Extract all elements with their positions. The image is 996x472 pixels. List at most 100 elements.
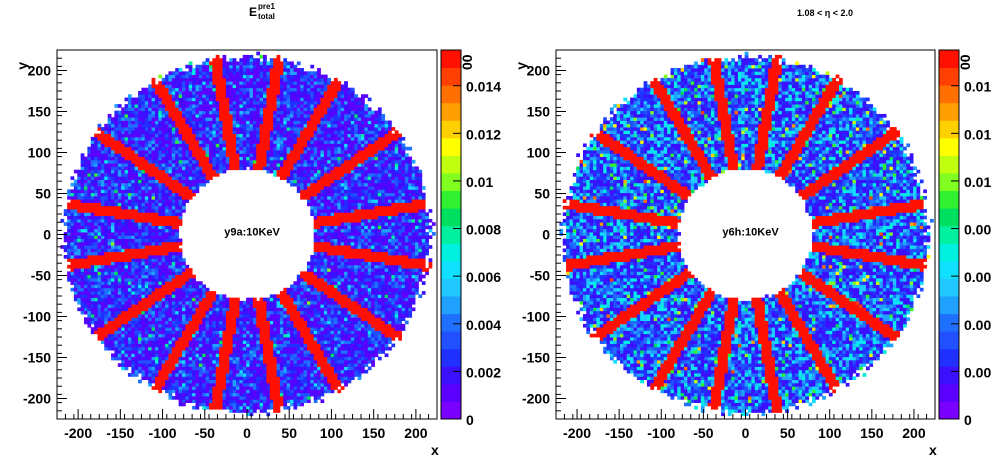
heatmap-cell [286,396,291,400]
heatmap-cell [121,209,125,213]
heatmap-cell [263,297,267,302]
heatmap-cell [80,264,85,269]
heatmap-cell [77,232,82,236]
heatmap-cell [239,97,244,102]
heatmap-cell [236,153,240,157]
heatmap-cell [239,379,244,384]
heatmap-cell [276,327,281,331]
heatmap-cell [209,159,213,164]
heatmap-cell [215,389,220,394]
heatmap-cell [165,140,169,144]
heatmap-cell [209,169,213,174]
heatmap-cell [225,317,230,321]
heatmap-cell [117,166,122,171]
heatmap-cell [198,359,203,364]
heatmap-cell [232,333,237,338]
heatmap-cell [165,382,169,387]
heatmap-cell [141,127,146,131]
heatmap-cell [141,363,146,367]
heatmap-cell [236,405,240,410]
heatmap-cell [209,156,213,161]
heatmap-cell [151,222,156,226]
heatmap-cell [229,346,234,351]
heatmap-cell [215,84,220,89]
heatmap-cell [192,123,196,128]
heatmap-cell [181,71,186,75]
heatmap-cell [181,281,186,285]
heatmap-cell [178,310,183,315]
heatmap-cell [148,277,152,282]
heatmap-cell [185,396,190,400]
heatmap-cell [134,159,139,164]
heatmap-cell [134,130,139,135]
heatmap-cell [273,382,277,387]
heatmap-cell [178,258,183,262]
heatmap-cell [175,127,179,131]
heatmap-cell [144,314,149,318]
heatmap-cell [252,359,257,364]
heatmap-cell [273,376,277,381]
heatmap-cell [144,117,149,121]
heatmap-cell [131,130,136,135]
heatmap-cell [192,133,196,138]
heatmap-cell [209,346,213,351]
heatmap-cell [209,304,213,308]
heatmap-cell [134,281,139,285]
heatmap-cell [114,245,119,249]
heatmap-cell [232,340,237,344]
heatmap-cell [161,84,166,89]
heatmap-cell [259,127,264,131]
heatmap-cell [77,209,82,213]
heatmap-cell [97,189,102,194]
heatmap-cell [124,241,129,246]
heatmap-cell [232,136,237,141]
heatmap-cell [165,314,169,318]
heatmap-cell [111,356,115,361]
heatmap-cell [141,274,146,279]
heatmap-cell [212,81,217,85]
heatmap-cell [259,307,264,312]
heatmap-cell [188,373,193,377]
heatmap-cell [148,209,152,213]
heatmap-cell [158,110,163,115]
heatmap-cell [77,228,82,233]
heatmap-cell [90,209,95,213]
heatmap-cell [148,189,152,194]
heatmap-cell [144,281,149,285]
heatmap-cell [252,314,257,318]
heatmap-cell [124,261,129,266]
heatmap-cell [127,202,132,207]
heatmap-cell [283,323,288,328]
heatmap-cell [168,307,173,312]
heatmap-cell [175,159,179,164]
heatmap-cell [171,386,176,390]
heatmap-cell [202,350,207,354]
heatmap-cell [144,140,149,144]
heatmap-cell [107,255,112,259]
heatmap-cell [121,120,125,125]
heatmap-cell [134,169,139,174]
heatmap-cell [161,173,166,177]
heatmap-cell [236,110,240,115]
heatmap-cell [239,81,244,85]
heatmap-cell [239,87,244,92]
heatmap-cell [154,235,159,239]
heatmap-cell [104,320,109,325]
heatmap-cell [94,314,98,318]
heatmap-cell [73,215,78,220]
heatmap-cell [168,107,173,112]
heatmap-cell [246,100,250,105]
heatmap-cell [148,159,152,164]
heatmap-cell [138,159,142,164]
heatmap-cell [222,327,227,331]
heatmap-cell [148,346,152,351]
heatmap-cell [148,186,152,190]
heatmap-cell [111,192,115,197]
heatmap-cell [117,287,122,292]
heatmap-cell [202,87,207,92]
heatmap-cell [239,153,244,157]
heatmap-cell [73,281,78,285]
heatmap-cell [242,330,247,335]
heatmap-cell [141,277,146,282]
heatmap-cell [252,399,257,403]
